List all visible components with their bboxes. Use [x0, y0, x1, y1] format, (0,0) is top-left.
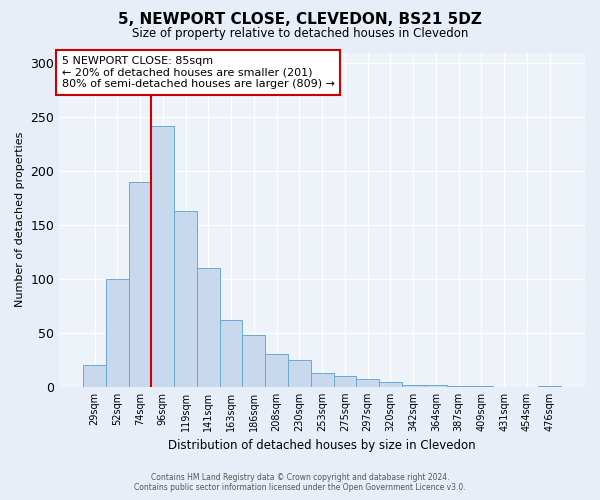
- Bar: [448, 386, 470, 387]
- Bar: [538, 386, 561, 387]
- Text: Size of property relative to detached houses in Clevedon: Size of property relative to detached ho…: [132, 28, 468, 40]
- Bar: [106, 279, 129, 387]
- Bar: [197, 268, 220, 387]
- Bar: [425, 384, 448, 387]
- Bar: [83, 365, 106, 387]
- Text: 5 NEWPORT CLOSE: 85sqm
← 20% of detached houses are smaller (201)
80% of semi-de: 5 NEWPORT CLOSE: 85sqm ← 20% of detached…: [62, 56, 335, 89]
- Bar: [470, 386, 493, 387]
- Bar: [220, 320, 242, 387]
- Bar: [174, 211, 197, 387]
- X-axis label: Distribution of detached houses by size in Clevedon: Distribution of detached houses by size …: [169, 440, 476, 452]
- Bar: [288, 360, 311, 387]
- Bar: [379, 382, 402, 387]
- Bar: [402, 384, 425, 387]
- Bar: [265, 354, 288, 387]
- Y-axis label: Number of detached properties: Number of detached properties: [15, 132, 25, 308]
- Bar: [334, 376, 356, 387]
- Text: 5, NEWPORT CLOSE, CLEVEDON, BS21 5DZ: 5, NEWPORT CLOSE, CLEVEDON, BS21 5DZ: [118, 12, 482, 28]
- Bar: [151, 126, 174, 387]
- Bar: [242, 335, 265, 387]
- Bar: [311, 373, 334, 387]
- Text: Contains HM Land Registry data © Crown copyright and database right 2024.
Contai: Contains HM Land Registry data © Crown c…: [134, 473, 466, 492]
- Bar: [129, 182, 151, 387]
- Bar: [356, 380, 379, 387]
